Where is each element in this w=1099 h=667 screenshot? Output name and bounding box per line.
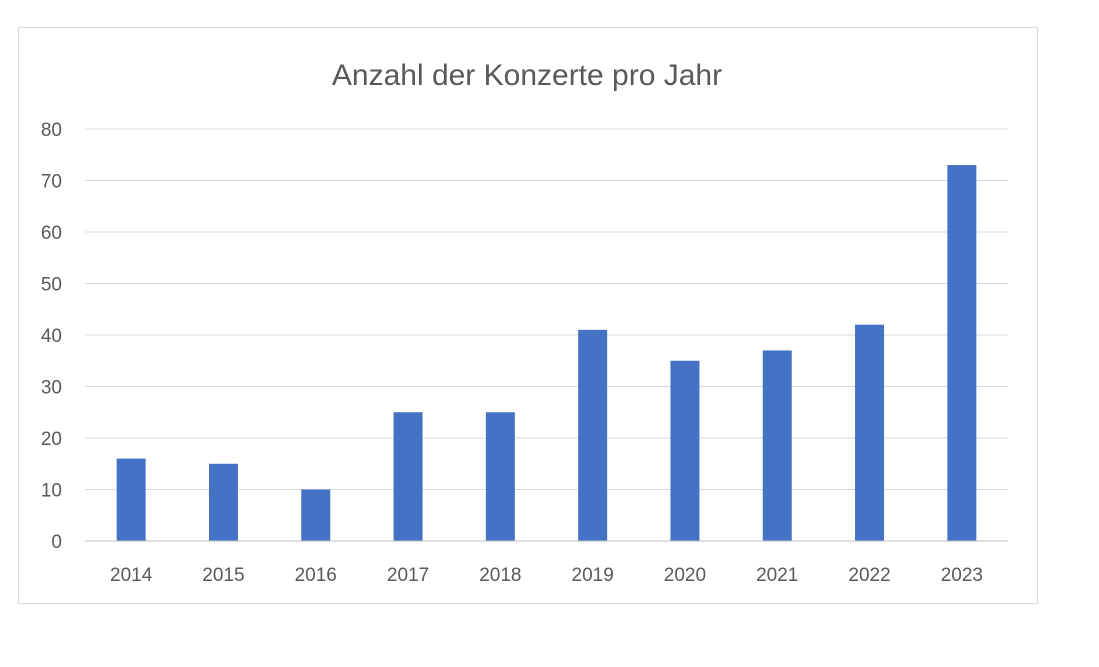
bar-2015 <box>208 463 238 541</box>
x-tick-label: 2023 <box>941 565 983 586</box>
bar-2017 <box>393 412 423 541</box>
y-tick-label: 30 <box>41 378 62 399</box>
y-tick-label: 10 <box>41 481 62 502</box>
bar-2020 <box>670 360 700 541</box>
gridlines <box>85 128 1008 490</box>
bar-2022 <box>855 324 885 541</box>
x-tick-label: 2017 <box>387 565 429 586</box>
x-tick-label: 2018 <box>479 565 521 586</box>
bar-2016 <box>301 489 331 541</box>
bars <box>116 165 977 542</box>
bar-2018 <box>485 412 515 541</box>
x-tick-label: 2015 <box>202 565 244 586</box>
y-tick-label: 40 <box>41 326 62 347</box>
y-tick-label: 50 <box>41 275 62 296</box>
x-tick-label: 2016 <box>295 565 337 586</box>
chart-title: Anzahl der Konzerte pro Jahr <box>332 59 722 92</box>
x-tick-label: 2021 <box>756 565 798 586</box>
x-tick-label: 2019 <box>572 565 614 586</box>
y-tick-label: 20 <box>41 429 62 450</box>
x-axis-ticks: 2014 2015 2016 2017 2018 2019 2020 2021 2022 2023 <box>110 565 983 586</box>
x-tick-label: 2020 <box>664 565 706 586</box>
x-tick-label: 2022 <box>848 565 890 586</box>
y-axis-ticks: 0 10 20 30 40 50 60 70 80 <box>41 120 62 553</box>
y-tick-label: 70 <box>41 172 62 193</box>
bar-2023 <box>947 165 977 542</box>
y-tick-label: 80 <box>41 120 62 141</box>
bar-2021 <box>762 350 792 541</box>
bar-2014 <box>116 458 146 541</box>
bar-2019 <box>578 329 608 541</box>
y-tick-label: 60 <box>41 223 62 244</box>
y-tick-label: 0 <box>51 532 62 553</box>
x-tick-label: 2014 <box>110 565 153 586</box>
